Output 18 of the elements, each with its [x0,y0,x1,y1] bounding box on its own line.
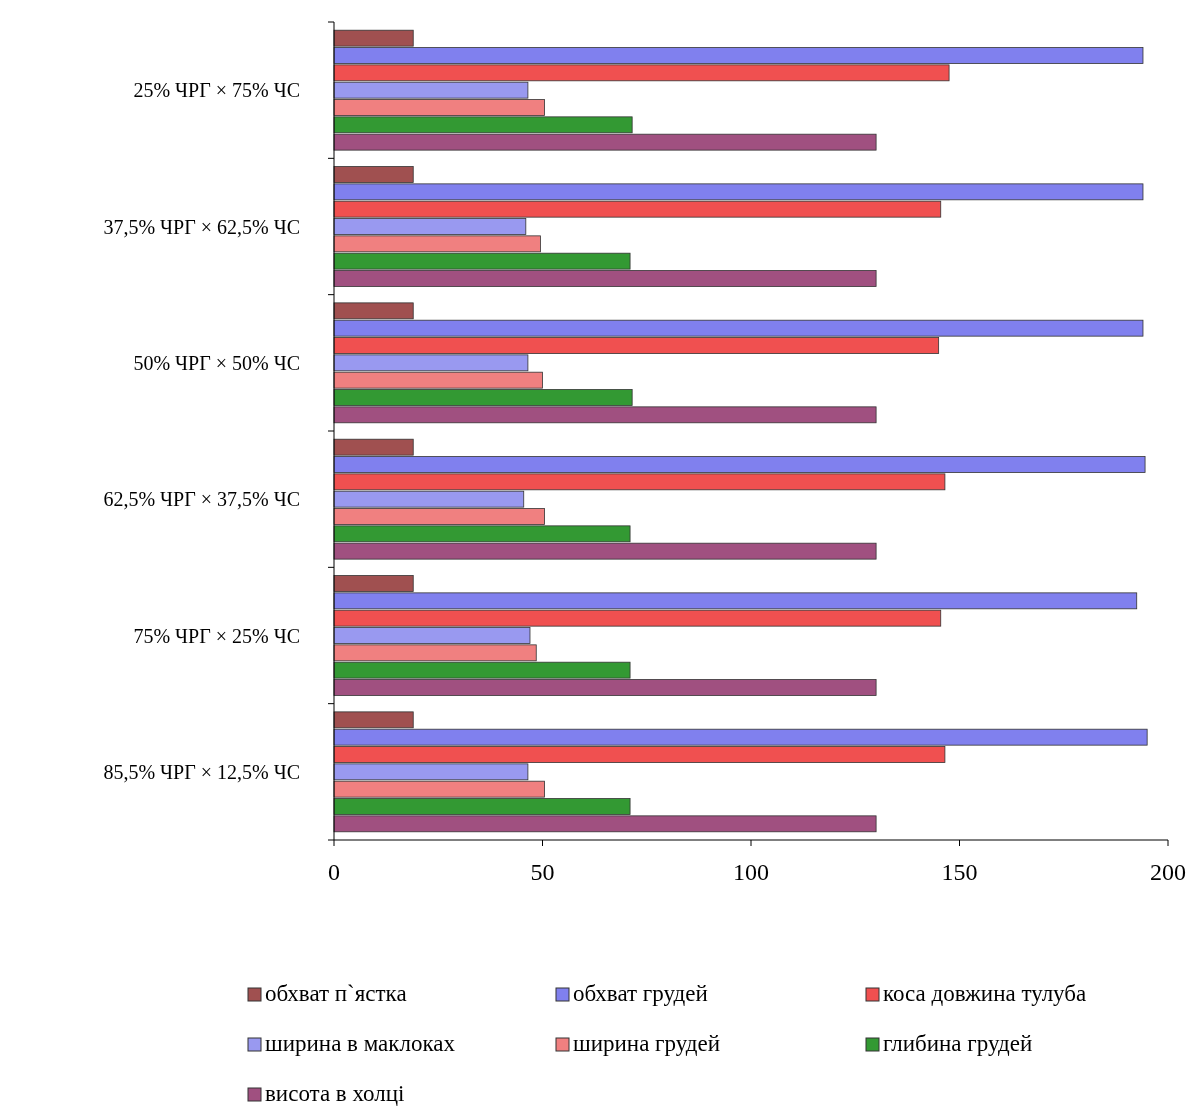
x-tick-label: 0 [328,859,340,885]
x-tick-label: 150 [941,859,978,885]
y-tick-label: 25% ЧРГ × 75% ЧС [133,79,300,102]
y-tick-label: 62,5% ЧРГ × 37,5% ЧС [103,488,300,511]
legend-label: ширина грудей [573,1031,720,1056]
legend-label: ширина в маклоках [265,1031,456,1056]
legend-label: обхват п`ястка [265,981,407,1006]
legend-label: обхват грудей [573,981,708,1006]
x-tick-label: 100 [733,859,769,885]
x-tick-label: 200 [1150,859,1186,885]
legend-label: глибина грудей [883,1031,1033,1056]
legend-label: висота в холці [265,1081,405,1106]
y-tick-label: 75% ЧРГ × 25% ЧС [133,624,300,647]
x-tick-label: 50 [530,859,555,885]
legend-label: коса довжина тулуба [883,981,1087,1006]
y-tick-label: 50% ЧРГ × 50% ЧС [133,351,300,374]
y-tick-label: 85,5% ЧРГ × 12,5% ЧС [103,760,300,783]
y-tick-label: 37,5% ЧРГ × 62,5% ЧС [103,215,300,238]
